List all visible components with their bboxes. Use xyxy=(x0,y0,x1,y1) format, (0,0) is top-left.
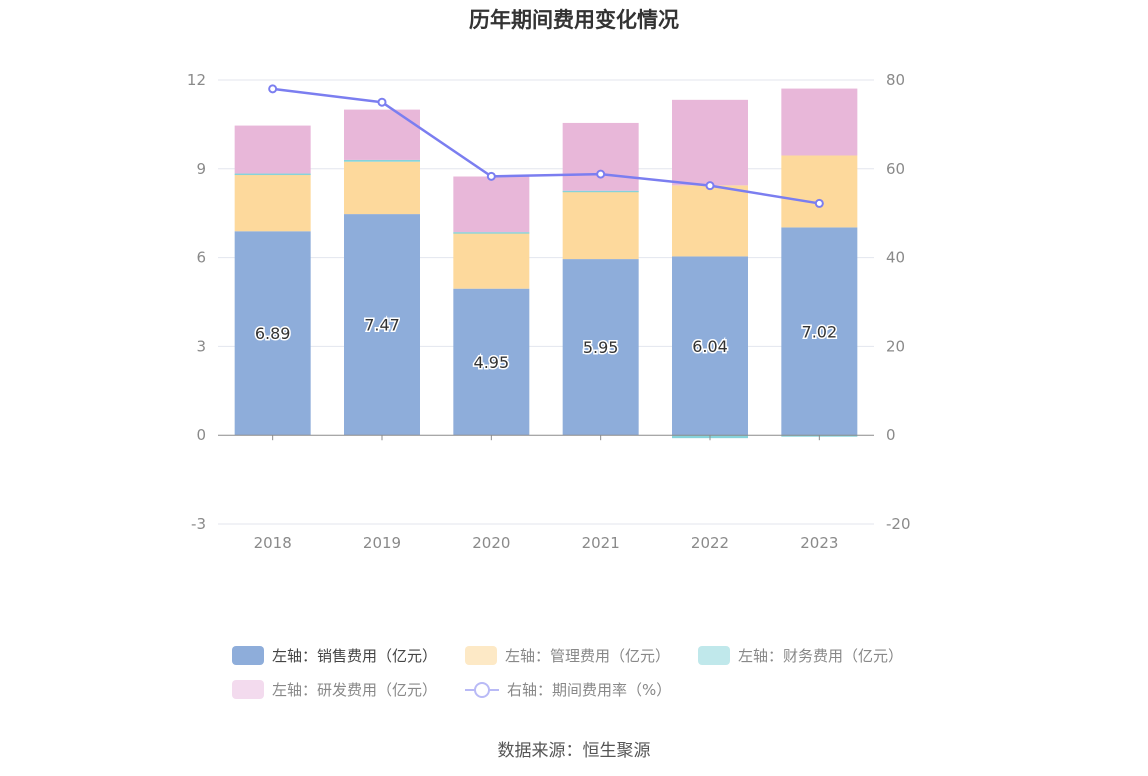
bar-admin-2023[interactable] xyxy=(781,155,858,228)
axes: -3 0 3 6 9 12 -20 0 20 40 60 80 2018 2019 2020 2021 2022… xyxy=(187,71,911,552)
x-axis-label-2023: 2023 xyxy=(800,534,838,552)
x-axis-label-2018: 2018 xyxy=(254,534,292,552)
grid-lines xyxy=(218,79,874,525)
left-axis-tick-label: 3 xyxy=(196,337,206,355)
bar-value-label-2018: 6.89 xyxy=(255,324,291,343)
bar-finance-2019[interactable] xyxy=(344,159,420,162)
legend-swatch-admin xyxy=(465,645,498,665)
left-axis-tick-label: -3 xyxy=(191,515,206,533)
chart-title: 历年期间费用变化情况 xyxy=(469,8,679,32)
data-source: 数据来源：恒生聚源 xyxy=(497,741,651,761)
expense-rate-line-layer xyxy=(268,84,824,208)
left-axis-tick-label: 6 xyxy=(196,249,206,267)
bar-admin-2018[interactable] xyxy=(234,174,311,232)
expense-rate-point-2019[interactable] xyxy=(377,97,387,107)
bar-value-label-2021: 5.95 xyxy=(583,338,619,357)
bar-value-label-2022: 6.04 xyxy=(692,337,728,356)
left-axis-tick-label: 0 xyxy=(196,426,206,444)
bar-admin-2022[interactable] xyxy=(672,185,748,257)
legend-label-admin: 左轴：管理费用（亿元） xyxy=(505,646,671,665)
bar-rnd-2020[interactable] xyxy=(453,176,530,233)
bar-sales-2020[interactable] xyxy=(453,288,530,436)
legend-item-admin[interactable]: 左轴：管理费用（亿元） xyxy=(465,645,670,666)
expense-rate-point-2021[interactable] xyxy=(596,169,606,179)
legend-row-1: 左轴：销售费用（亿元） 左轴：管理费用（亿元） 左轴：财务费用（亿元） xyxy=(232,638,952,672)
legend-label-sales: 左轴：销售费用（亿元） xyxy=(272,646,438,665)
x-axis-label-2019: 2019 xyxy=(363,534,401,552)
legend-swatch-sales xyxy=(232,645,264,665)
expense-rate-point-2022[interactable] xyxy=(705,181,715,191)
bar-rnd-2023[interactable] xyxy=(781,88,858,156)
bar-sales-2018[interactable] xyxy=(234,231,311,436)
x-axis-label-2022: 2022 xyxy=(691,534,729,552)
bar-rnd-2021[interactable] xyxy=(562,122,639,191)
legend-label-finance: 左轴：财务费用（亿元） xyxy=(738,646,904,665)
bar-stack-layer xyxy=(234,88,858,439)
bar-admin-2021[interactable] xyxy=(562,191,639,260)
bar-finance-2018[interactable] xyxy=(234,173,311,176)
x-axis-label-2021: 2021 xyxy=(582,534,620,552)
bar-rnd-2022[interactable] xyxy=(672,99,748,186)
right-axis-tick-label: 40 xyxy=(886,249,905,267)
bar-admin-2020[interactable] xyxy=(453,232,530,289)
bar-finance-2020[interactable] xyxy=(453,232,530,234)
legend: 左轴：销售费用（亿元） 左轴：管理费用（亿元） 左轴：财务费用（亿元） 左轴：研… xyxy=(232,638,952,706)
bar-value-label-2019: 7.47 xyxy=(364,316,400,335)
bar-rnd-2018[interactable] xyxy=(234,125,311,174)
bar-value-labels: 6.89 7.47 4.95 5.95 6.04 7.02 xyxy=(253,314,838,373)
bar-sales-2021[interactable] xyxy=(562,259,639,436)
bar-value-label-2023: 7.02 xyxy=(802,322,838,341)
expense-rate-line xyxy=(272,87,820,205)
bar-sales-2023[interactable] xyxy=(781,227,858,436)
bar-finance-2021[interactable] xyxy=(562,190,639,193)
left-axis-tick-label: 9 xyxy=(196,160,206,178)
right-axis-tick-label: 80 xyxy=(886,71,905,89)
right-axis-tick-label: 60 xyxy=(886,160,905,178)
legend-item-finance[interactable]: 左轴：财务费用（亿元） xyxy=(698,645,903,666)
legend-line-icon xyxy=(465,680,500,699)
expense-rate-point-2023[interactable] xyxy=(814,198,824,208)
legend-item-sales[interactable]: 左轴：销售费用（亿元） xyxy=(232,645,437,666)
left-axis-tick-label: 12 xyxy=(187,71,206,89)
expense-rate-point-2020[interactable] xyxy=(486,171,496,181)
legend-swatch-finance xyxy=(698,645,731,665)
bar-sales-2022[interactable] xyxy=(672,256,748,436)
right-axis-tick-label: 20 xyxy=(886,337,905,355)
legend-item-rate[interactable]: 右轴：期间费用率（%） xyxy=(465,679,671,700)
bar-rnd-2019[interactable] xyxy=(344,109,420,160)
legend-label-rate: 右轴：期间费用率（%） xyxy=(507,680,672,699)
expense-rate-point-2018[interactable] xyxy=(268,84,278,94)
x-axis-label-2020: 2020 xyxy=(472,534,510,552)
legend-swatch-rnd xyxy=(232,679,264,699)
bar-admin-2019[interactable] xyxy=(344,161,420,215)
legend-item-rnd[interactable]: 左轴：研发费用（亿元） xyxy=(232,679,437,700)
bar-value-label-2020: 4.95 xyxy=(474,353,510,372)
chart-plot: -3 0 3 6 9 12 -20 0 20 40 60 80 2018 2019 2020 2021 2022… xyxy=(187,71,911,552)
right-axis-tick-label: 0 xyxy=(886,426,896,444)
right-axis-tick-label: -20 xyxy=(886,515,911,533)
legend-row-2: 左轴：研发费用（亿元） 右轴：期间费用率（%） xyxy=(232,672,952,706)
bar-sales-2019[interactable] xyxy=(344,214,420,436)
legend-label-rnd: 左轴：研发费用（亿元） xyxy=(272,680,438,699)
